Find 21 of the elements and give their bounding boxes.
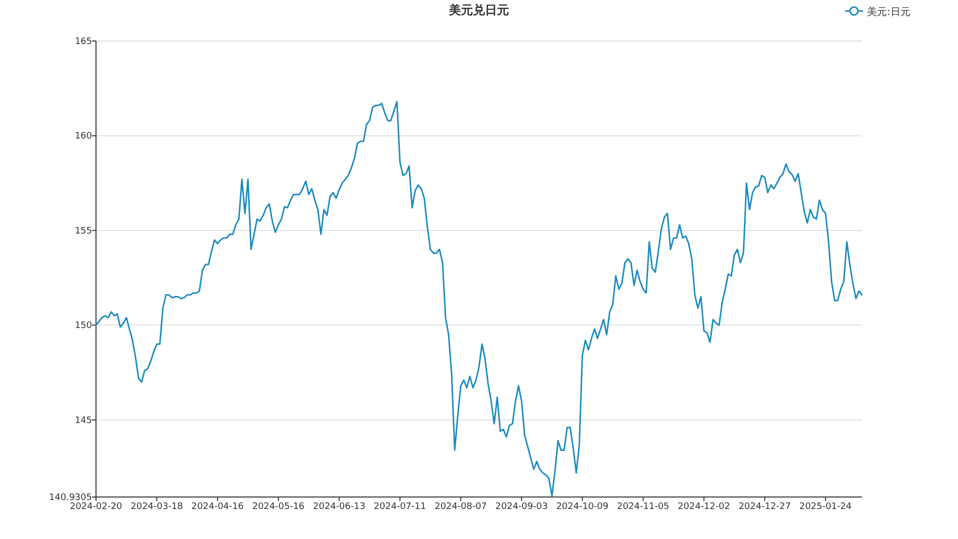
y-tick-label: 160 [74, 132, 92, 142]
x-tick-label: 2024-11-05 [616, 502, 670, 512]
x-tick-label: 2024-06-13 [313, 502, 366, 512]
x-tick-label: 2024-04-16 [191, 502, 244, 512]
x-tick-label: 2024-08-07 [434, 502, 487, 512]
y-tick-label: 165 [74, 37, 92, 47]
legend-label: 美元:日元 [867, 6, 910, 18]
y-tick-label: 155 [74, 226, 92, 236]
x-tick-label: 2024-12-02 [678, 502, 730, 512]
y-tick-label: 150 [74, 321, 92, 332]
x-tick-label: 2024-05-16 [252, 502, 305, 512]
x-tick-label: 2024-02-20 [70, 502, 122, 512]
x-tick-label: 2024-07-11 [374, 502, 426, 512]
x-tick-label: 2024-12-27 [738, 502, 791, 512]
y-tick-label: 145 [74, 416, 92, 426]
x-tick-label: 2024-09-03 [495, 502, 548, 512]
x-tick-label: 2025-01-24 [799, 502, 852, 512]
x-tick-label: 2024-10-09 [556, 502, 609, 512]
x-tick-label: 2024-03-18 [130, 502, 184, 512]
y-tick-label: 140.9305 [49, 493, 92, 503]
chart-title: 美元兑日元 [448, 3, 509, 17]
